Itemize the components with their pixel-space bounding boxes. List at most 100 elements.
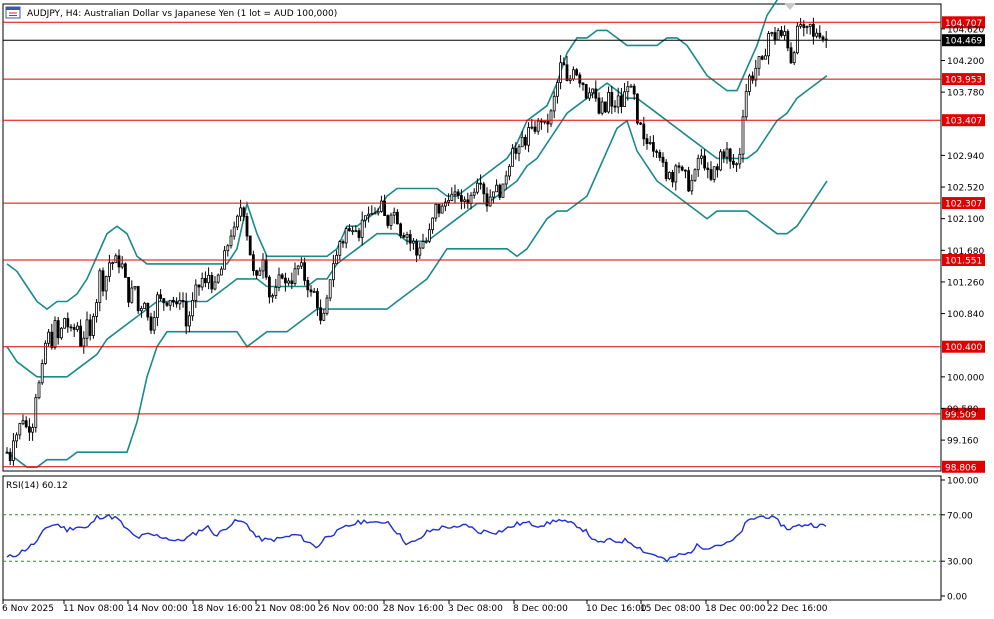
candle-body xyxy=(155,294,159,318)
candle-body xyxy=(293,268,297,284)
price-tick-label: 99.580 xyxy=(947,405,979,415)
candle-body xyxy=(319,307,323,321)
bb-lower-line xyxy=(6,119,828,468)
candle-body xyxy=(488,196,492,207)
triangle-down-icon[interactable] xyxy=(784,3,796,10)
candle-body xyxy=(584,84,588,99)
candle-body xyxy=(299,262,303,267)
candle-body xyxy=(530,126,534,129)
level-price-tag[interactable] xyxy=(942,407,985,420)
candle-body xyxy=(296,265,300,270)
level-price-tag[interactable] xyxy=(942,114,985,127)
candle-body xyxy=(533,126,537,132)
candle-body xyxy=(466,199,470,204)
candle-body xyxy=(498,184,502,198)
candle-body xyxy=(88,319,92,336)
candle-body xyxy=(613,105,617,108)
candle-body xyxy=(328,279,332,299)
candle-body xyxy=(117,255,121,268)
candle-body xyxy=(540,120,543,123)
candle-body xyxy=(303,262,307,281)
level-price-label: 103.407 xyxy=(945,117,982,127)
candle-body xyxy=(216,274,220,283)
candle-body xyxy=(687,170,690,192)
candle-body xyxy=(440,205,444,214)
candle-body xyxy=(520,136,524,148)
candle-body xyxy=(591,88,594,94)
horizontal-levels[interactable]: 104.707 103.953 103.407 102.307 101.551 100.4… xyxy=(3,16,985,473)
candle-body xyxy=(159,294,163,299)
candle-body xyxy=(632,85,636,95)
candle-body xyxy=(344,228,348,244)
candle-body xyxy=(139,308,143,312)
candle-body xyxy=(258,270,262,276)
candle-body xyxy=(757,56,761,69)
candle-body xyxy=(495,184,499,193)
candle-body xyxy=(626,86,630,93)
candle-body xyxy=(677,165,681,168)
candle-body xyxy=(367,213,371,217)
candle-body xyxy=(789,47,793,64)
candle-body xyxy=(764,55,767,60)
price-tick-label: 99.160 xyxy=(947,437,979,447)
level-price-tag[interactable] xyxy=(942,197,985,210)
candle-body xyxy=(197,284,201,288)
price-tick-label: 100.000 xyxy=(947,373,984,383)
candle-body xyxy=(235,215,239,228)
candle-body xyxy=(210,274,214,290)
time-tick-label: 18 Nov 16:00 xyxy=(192,604,253,614)
candle-body xyxy=(536,120,540,132)
candle-body xyxy=(780,30,783,36)
candle-body xyxy=(44,342,47,364)
candle-body xyxy=(792,52,796,64)
candle-body xyxy=(482,183,486,195)
level-price-tag[interactable] xyxy=(942,460,985,473)
time-tick-label: 21 Nov 08:00 xyxy=(255,604,316,614)
candle-body xyxy=(79,325,82,347)
current-price-tag xyxy=(942,34,985,47)
candle-body xyxy=(15,434,19,442)
rsi-plot-border xyxy=(2,475,942,601)
candle-body xyxy=(524,136,527,146)
candle-body xyxy=(565,64,569,81)
candle-body xyxy=(696,157,700,171)
candle-body xyxy=(133,286,137,289)
candle-body xyxy=(357,230,361,238)
rsi-pane: 100.00 70.00 30.00 0.00 xyxy=(3,477,979,603)
bollinger-bands xyxy=(6,0,828,468)
level-price-label: 104.707 xyxy=(945,19,982,29)
candle-body xyxy=(108,262,111,277)
candle-body xyxy=(674,165,678,183)
level-price-tag[interactable] xyxy=(942,16,985,29)
price-tick-label: 103.780 xyxy=(947,89,984,99)
candle-body xyxy=(178,299,182,305)
candle-body xyxy=(347,228,351,232)
candle-body xyxy=(351,230,355,233)
candle-body xyxy=(588,92,591,99)
candle-body xyxy=(146,302,150,318)
candle-body xyxy=(309,289,313,293)
level-price-tag[interactable] xyxy=(942,340,985,353)
candle-body xyxy=(395,211,399,225)
candle-body xyxy=(283,277,287,284)
candle-body xyxy=(143,302,147,309)
candle-body xyxy=(642,123,646,140)
candle-body xyxy=(680,166,684,171)
candle-body xyxy=(408,234,412,244)
candle-body xyxy=(475,182,479,193)
candle-body xyxy=(655,150,658,153)
candle-body xyxy=(8,451,12,461)
level-price-tag[interactable] xyxy=(942,254,985,267)
rsi-tick-label: 30.00 xyxy=(947,558,973,568)
candle-body xyxy=(754,67,758,81)
candle-body xyxy=(562,62,566,66)
candle-body xyxy=(386,215,390,226)
candle-body xyxy=(600,101,604,114)
candle-body xyxy=(184,301,188,327)
rsi-label: RSI(14) 60.12 xyxy=(6,481,68,491)
candle-body xyxy=(821,36,825,40)
candle-body xyxy=(437,203,441,214)
candle-body xyxy=(751,75,754,81)
level-price-tag[interactable] xyxy=(942,73,985,86)
